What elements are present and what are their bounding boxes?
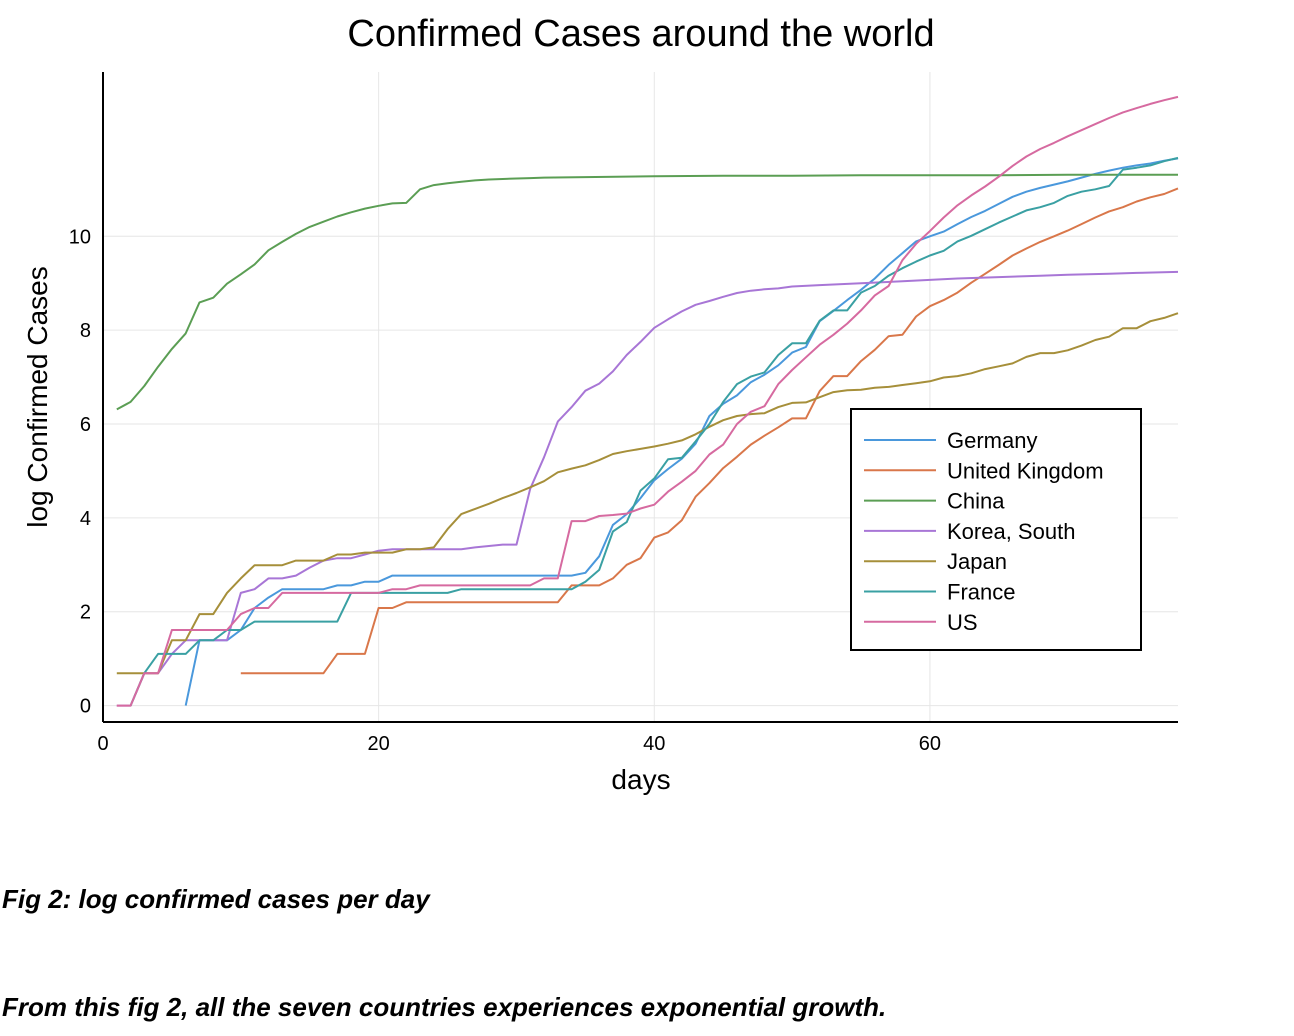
line-chart: Confirmed Cases around the world 0 20 40 60…: [22, 13, 1179, 795]
series-line-china: [116, 173, 1178, 411]
x-axis-label: days: [611, 764, 670, 795]
y-tick-label: 4: [80, 508, 91, 530]
series-line-france: [129, 156, 1179, 706]
chart-title: Confirmed Cases around the world: [347, 13, 934, 55]
x-tick-label: 40: [643, 733, 665, 755]
series-line-united-kingdom: [240, 187, 1179, 675]
legend-label: Germany: [947, 428, 1037, 453]
y-tick-label: 10: [69, 226, 91, 248]
x-tick-label: 20: [368, 733, 390, 755]
legend-label: Korea, South: [947, 519, 1075, 544]
series-lines: [116, 95, 1179, 707]
x-tick-label: 60: [919, 733, 941, 755]
legend-items: Germany United Kingdom China Korea, South Ja…: [864, 428, 1104, 635]
y-tick-label: 6: [80, 414, 91, 436]
figure-note: From this fig 2, all the seven countries…: [2, 992, 887, 1022]
legend-label: United Kingdom: [947, 458, 1104, 483]
legend-label: US: [947, 610, 978, 635]
y-tick-label: 0: [80, 696, 91, 718]
axes: [102, 72, 1178, 723]
y-axis-label: log Confirmed Cases: [22, 266, 53, 527]
y-tick-label: 8: [80, 320, 91, 342]
y-tick-label: 2: [80, 602, 91, 624]
x-tick-label: 0: [97, 733, 108, 755]
series-line-us: [116, 95, 1179, 707]
series-line-korea-south: [116, 270, 1179, 707]
tick-labels: 0 20 40 60 0 2 4 6 8 10: [69, 226, 941, 755]
grid-lines: [102, 72, 1178, 722]
legend-box: [850, 408, 1142, 651]
figure-caption: Fig 2: log confirmed cases per day: [2, 884, 430, 914]
series-line-japan: [116, 312, 1179, 675]
legend-label: China: [947, 489, 1005, 514]
legend-label: France: [947, 580, 1015, 605]
series-line-germany: [184, 157, 1179, 706]
legend-label: Japan: [947, 549, 1007, 574]
legend: Germany United Kingdom China Korea, South Ja…: [850, 408, 1142, 651]
